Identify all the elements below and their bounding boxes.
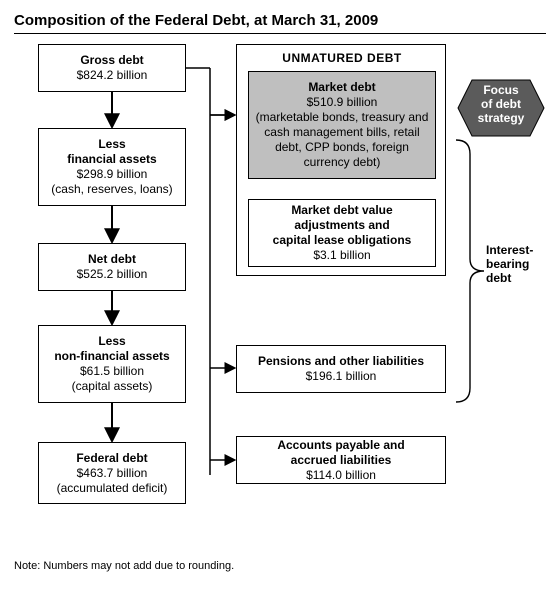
svg-text:strategy: strategy	[478, 111, 525, 125]
box-title: Gross debt	[80, 53, 143, 68]
box-title: Federal debt	[76, 451, 147, 466]
box-title-2: non-financial assets	[54, 349, 169, 364]
box-title: Pensions and other liabilities	[258, 354, 424, 369]
box-gross-debt: Gross debt $824.2 billion	[38, 44, 186, 92]
box-net-debt: Net debt $525.2 billion	[38, 243, 186, 291]
box-title: Market debt	[308, 80, 375, 95]
box-value: $525.2 billion	[77, 267, 148, 282]
unmatured-title: UNMATURED DEBT	[237, 51, 447, 65]
box-less-nonfinancial-assets: Less non-financial assets $61.5 billion …	[38, 325, 186, 403]
box-unmatured-debt: UNMATURED DEBT Market debt $510.9 billio…	[236, 44, 446, 276]
box-title: Less	[98, 137, 125, 152]
box-detail: (capital assets)	[72, 379, 153, 394]
svg-text:debt: debt	[486, 271, 511, 285]
box-value: $3.1 billion	[313, 248, 370, 263]
svg-text:Interest-: Interest-	[486, 243, 533, 257]
box-federal-debt: Federal debt $463.7 billion (accumulated…	[38, 442, 186, 504]
box-value: $61.5 billion	[80, 364, 144, 379]
box-title-2: accrued liabilities	[291, 453, 392, 468]
box-title: Less	[98, 334, 125, 349]
footnote: Note: Numbers may not add due to roundin…	[14, 560, 234, 572]
svg-text:Focus: Focus	[483, 83, 519, 97]
box-value: $463.7 billion	[77, 466, 148, 481]
box-detail: (accumulated deficit)	[57, 481, 168, 496]
box-market-debt: Market debt $510.9 billion (marketable b…	[248, 71, 436, 179]
box-title-3: capital lease obligations	[273, 233, 412, 248]
box-detail: (marketable bonds, treasury and cash man…	[255, 110, 429, 170]
page-title: Composition of the Federal Debt, at Marc…	[14, 12, 378, 29]
box-detail: (cash, reserves, loans)	[51, 182, 172, 197]
box-value: $824.2 billion	[77, 68, 148, 83]
box-title: Net debt	[88, 252, 136, 267]
box-value: $510.9 billion	[307, 95, 378, 110]
box-title-2: adjustments and	[294, 218, 389, 233]
box-accounts-payable: Accounts payable and accrued liabilities…	[236, 436, 446, 484]
box-value: $298.9 billion	[77, 167, 148, 182]
box-value: $196.1 billion	[306, 369, 377, 384]
box-title-2: financial assets	[67, 152, 156, 167]
svg-text:bearing: bearing	[486, 257, 529, 271]
box-title: Market debt value	[291, 203, 392, 218]
box-less-financial-assets: Less financial assets $298.9 billion (ca…	[38, 128, 186, 206]
box-market-debt-adjustments: Market debt value adjustments and capita…	[248, 199, 436, 267]
box-value: $114.0 billion	[306, 468, 376, 483]
box-pensions: Pensions and other liabilities $196.1 bi…	[236, 345, 446, 393]
box-title: Accounts payable and	[277, 438, 404, 453]
svg-text:of debt: of debt	[481, 97, 521, 111]
title-rule	[14, 33, 546, 34]
